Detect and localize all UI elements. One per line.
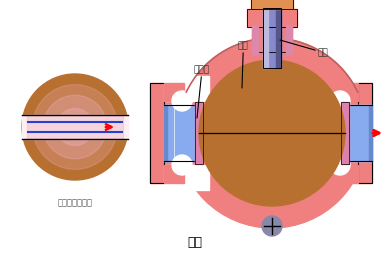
Bar [370, 105, 371, 161]
Bar [359, 105, 361, 161]
Bar [263, 8, 281, 68]
Bar [358, 83, 372, 183]
Circle shape [43, 95, 107, 159]
Bar [338, 165, 358, 183]
Bar [164, 165, 209, 190]
Circle shape [22, 74, 128, 180]
Circle shape [243, 104, 301, 162]
Circle shape [253, 114, 291, 152]
Bar [364, 105, 365, 161]
Circle shape [54, 106, 96, 148]
Bar [247, 9, 297, 27]
Bar [188, 105, 189, 161]
Bar [164, 105, 167, 161]
Bar [343, 105, 344, 161]
Text: 球体: 球体 [238, 41, 249, 88]
Bar [169, 105, 171, 161]
Circle shape [262, 216, 282, 236]
Bar [358, 83, 372, 183]
Bar [341, 102, 349, 164]
Bar [177, 105, 179, 161]
Text: 密封座: 密封座 [194, 65, 210, 118]
Bar [196, 105, 197, 161]
Bar [252, 27, 292, 52]
Bar [185, 105, 187, 161]
Bar [338, 83, 358, 101]
Bar [22, 115, 128, 139]
Circle shape [27, 79, 123, 175]
Text: 阀杆: 阀杆 [280, 40, 329, 57]
Circle shape [46, 98, 103, 156]
Bar [263, 8, 268, 68]
Bar [164, 165, 184, 183]
Bar [347, 105, 348, 161]
Circle shape [199, 60, 345, 206]
Bar [345, 105, 346, 161]
Bar [247, 9, 297, 27]
Circle shape [61, 113, 89, 141]
Bar [340, 101, 358, 165]
Circle shape [33, 84, 117, 170]
Circle shape [172, 91, 192, 111]
Circle shape [223, 84, 321, 182]
Bar [368, 105, 369, 161]
Bar [164, 105, 165, 161]
Bar [353, 105, 354, 161]
Bar [150, 83, 164, 183]
Bar [198, 105, 200, 161]
Bar [252, 27, 292, 52]
Circle shape [206, 67, 338, 199]
Bar [164, 76, 209, 101]
Circle shape [330, 91, 350, 111]
Circle shape [177, 38, 367, 228]
Bar [191, 105, 192, 161]
Bar [27, 115, 123, 139]
Bar [195, 102, 203, 164]
Circle shape [172, 155, 192, 175]
Bar [357, 105, 359, 161]
Circle shape [263, 124, 281, 142]
Circle shape [330, 155, 350, 175]
Bar [263, 8, 281, 68]
Bar [366, 105, 367, 161]
Text: 球阀: 球阀 [187, 236, 202, 249]
Bar [182, 105, 184, 161]
Bar [164, 83, 184, 101]
Bar [193, 105, 194, 161]
Bar [251, 0, 293, 9]
Bar [164, 105, 201, 161]
Circle shape [56, 108, 93, 146]
Bar [343, 105, 372, 161]
Circle shape [233, 94, 312, 172]
Bar [277, 8, 281, 68]
Text: 球体俯视剖面图: 球体俯视剖面图 [58, 198, 93, 207]
Circle shape [40, 92, 110, 162]
Bar [166, 105, 168, 161]
Bar [180, 105, 181, 161]
Bar [362, 105, 363, 161]
Circle shape [214, 75, 329, 191]
Bar [150, 83, 164, 183]
Bar [369, 105, 372, 161]
Circle shape [68, 121, 81, 133]
Bar [175, 105, 176, 161]
Circle shape [33, 85, 117, 169]
Bar [172, 105, 173, 161]
Bar [251, 0, 293, 9]
Bar [341, 102, 349, 164]
Bar [356, 105, 357, 161]
Bar [349, 105, 350, 161]
Bar [252, 25, 258, 54]
Bar [351, 105, 352, 161]
Bar [286, 25, 292, 54]
Bar [195, 102, 203, 164]
Bar [164, 101, 204, 165]
